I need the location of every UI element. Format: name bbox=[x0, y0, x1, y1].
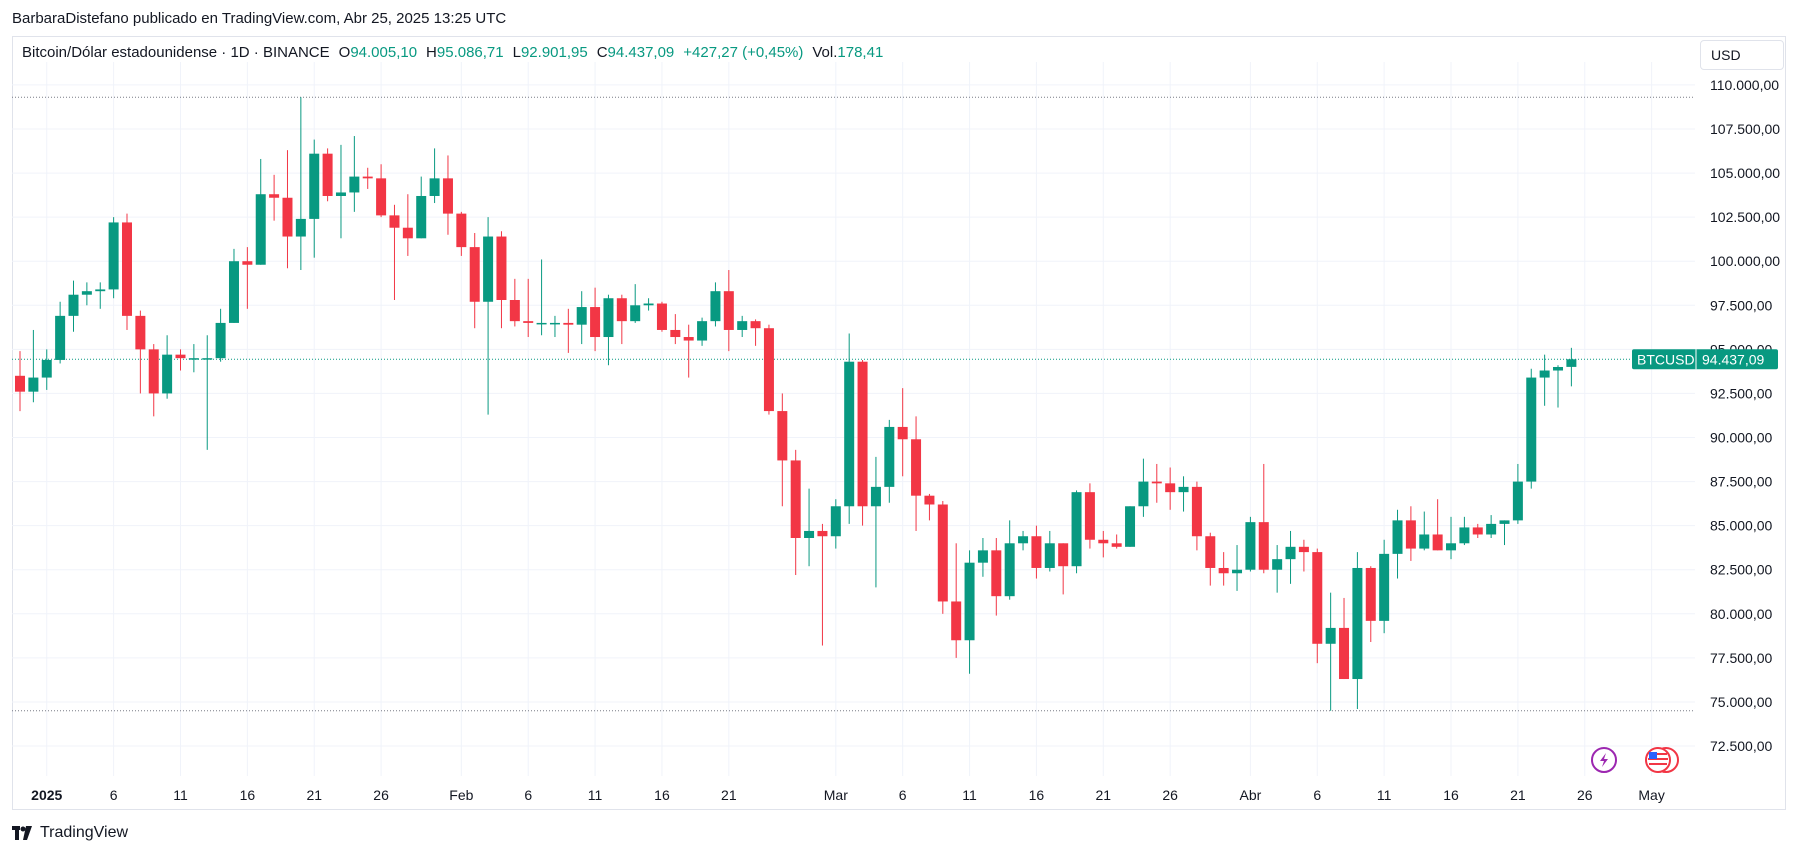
open-value: 94.005,10 bbox=[350, 44, 418, 61]
volume-value: 178,41 bbox=[837, 44, 884, 61]
symbol-description[interactable]: Bitcoin/Dólar estadounidense · 1D · BINA… bbox=[22, 44, 330, 61]
publication-info: BarbaraDistefano publicado en TradingVie… bbox=[12, 10, 507, 27]
low-label: L bbox=[512, 44, 521, 61]
ohlc-legend: Bitcoin/Dólar estadounidense · 1D · BINA… bbox=[22, 44, 883, 61]
chart-frame bbox=[12, 36, 1786, 810]
tradingview-logo-icon bbox=[12, 826, 32, 840]
open-label: O bbox=[338, 44, 351, 61]
volume-label: Vol. bbox=[812, 44, 838, 61]
close-label: C bbox=[596, 44, 608, 61]
change-value: +427,27 (+0,45%) bbox=[683, 44, 804, 61]
currency-button[interactable]: USD bbox=[1700, 40, 1784, 70]
tradingview-wordmark: TradingView bbox=[40, 824, 129, 841]
high-value: 95.086,71 bbox=[436, 44, 504, 61]
low-value: 92.901,95 bbox=[520, 44, 588, 61]
close-value: 94.437,09 bbox=[607, 44, 675, 61]
tradingview-logo[interactable]: TradingView bbox=[12, 824, 128, 842]
high-label: H bbox=[426, 44, 437, 61]
